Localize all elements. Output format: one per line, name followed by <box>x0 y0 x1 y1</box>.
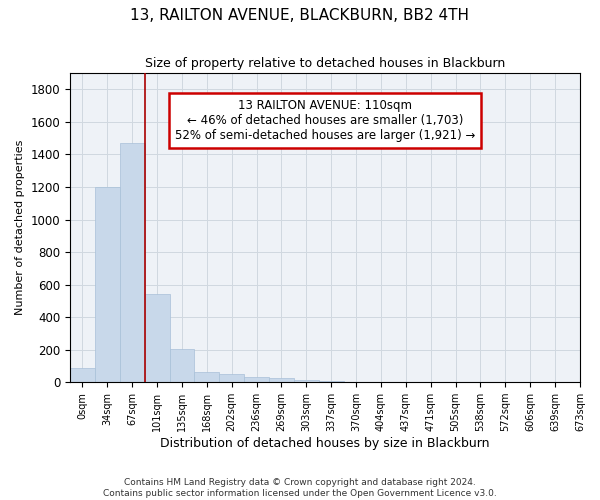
Text: 13 RAILTON AVENUE: 110sqm
← 46% of detached houses are smaller (1,703)
52% of se: 13 RAILTON AVENUE: 110sqm ← 46% of detac… <box>175 100 475 142</box>
Title: Size of property relative to detached houses in Blackburn: Size of property relative to detached ho… <box>145 58 505 70</box>
Bar <box>95 187 120 382</box>
Bar <box>269 378 294 382</box>
Bar <box>70 368 95 382</box>
Bar <box>194 372 219 382</box>
Bar <box>294 380 319 382</box>
Text: 13, RAILTON AVENUE, BLACKBURN, BB2 4TH: 13, RAILTON AVENUE, BLACKBURN, BB2 4TH <box>131 8 470 22</box>
Bar <box>244 376 269 382</box>
Bar <box>170 349 194 382</box>
Bar <box>145 294 170 382</box>
Bar <box>319 381 344 382</box>
Y-axis label: Number of detached properties: Number of detached properties <box>15 140 25 316</box>
Bar <box>120 143 145 382</box>
Bar <box>219 374 244 382</box>
X-axis label: Distribution of detached houses by size in Blackburn: Distribution of detached houses by size … <box>160 437 490 450</box>
Text: Contains HM Land Registry data © Crown copyright and database right 2024.
Contai: Contains HM Land Registry data © Crown c… <box>103 478 497 498</box>
